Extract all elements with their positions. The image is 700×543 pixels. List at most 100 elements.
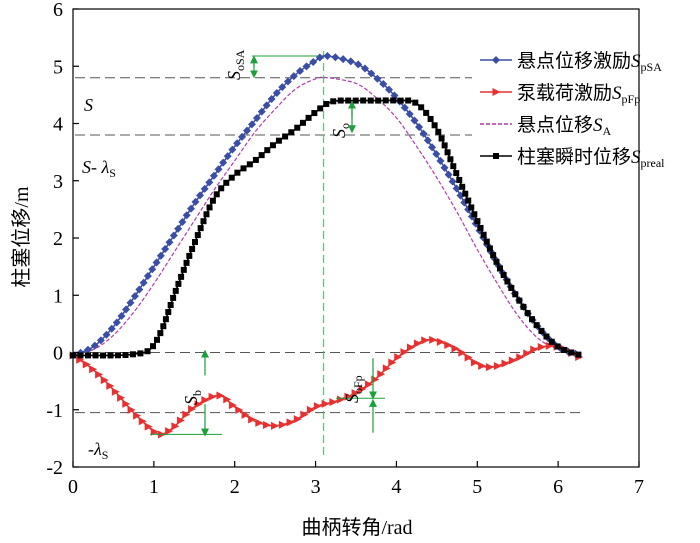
data-point	[122, 399, 131, 408]
data-point	[406, 343, 415, 352]
data-point	[477, 224, 484, 231]
data-point	[361, 64, 370, 73]
data-point	[191, 239, 198, 246]
data-point	[209, 171, 218, 180]
data-point	[242, 126, 251, 135]
data-point	[410, 116, 419, 125]
data-point	[299, 119, 306, 126]
data-point	[405, 110, 414, 119]
data-point	[288, 129, 295, 136]
data-point	[323, 101, 330, 108]
series-2	[72, 76, 581, 356]
y-tick-label: 5	[53, 56, 63, 78]
data-point	[219, 158, 228, 167]
data-point	[275, 137, 282, 144]
data-point	[313, 402, 322, 411]
data-point	[92, 352, 99, 359]
data-point	[89, 365, 98, 374]
data-point	[377, 370, 386, 379]
y-tick-label: 2	[53, 228, 63, 250]
data-point	[336, 395, 345, 404]
data-point	[282, 133, 289, 140]
data-point	[278, 83, 287, 92]
data-point	[423, 109, 430, 116]
label-S-minus-lambda: S- λS	[82, 157, 116, 180]
data-point	[568, 349, 575, 356]
y-tick-label: 4	[53, 114, 63, 136]
data-point	[85, 352, 91, 359]
data-point	[100, 376, 109, 385]
data-point	[196, 191, 205, 200]
legend-swatch-marker	[492, 88, 501, 96]
data-point	[352, 97, 359, 104]
data-point	[156, 251, 165, 260]
data-point	[520, 303, 527, 310]
data-point	[296, 67, 305, 76]
data-point	[462, 190, 469, 197]
data-point	[500, 272, 507, 279]
data-point	[436, 156, 445, 165]
data-point	[180, 266, 187, 273]
data-point	[154, 336, 161, 343]
data-point	[263, 421, 272, 430]
data-point	[272, 88, 281, 97]
y-axis-title: 柱塞位移/m	[10, 186, 33, 288]
data-point	[311, 110, 318, 117]
data-point	[223, 152, 232, 161]
data-point	[561, 346, 568, 353]
data-point	[144, 422, 153, 431]
data-point	[186, 252, 193, 259]
data-point	[172, 287, 179, 294]
data-point	[530, 345, 539, 354]
legend-label: 悬点位移SA	[517, 114, 612, 138]
data-point	[331, 53, 340, 62]
data-point	[143, 271, 152, 280]
data-point	[351, 389, 360, 398]
data-point	[375, 97, 382, 104]
data-point	[216, 391, 225, 400]
legend: 悬点位移激励SpSA 泵载荷激励SpFp 悬点位移SA 柱塞瞬时位移Spreal	[480, 50, 665, 170]
data-point	[459, 183, 466, 190]
data-point	[501, 359, 510, 368]
data-point	[206, 204, 213, 211]
data-point	[365, 380, 374, 389]
data-point	[165, 309, 172, 316]
data-point	[205, 178, 214, 187]
data-point	[444, 170, 453, 179]
data-point	[474, 218, 481, 225]
data-point	[441, 142, 448, 149]
series-0	[69, 51, 582, 360]
data-point	[419, 129, 428, 138]
data-point	[493, 258, 500, 265]
axis-ticks: 0 1 2 3 4 5 6 7 -2 -1 0 1 2 3 4 5 6	[46, 0, 644, 498]
data-point	[413, 339, 422, 348]
series-line	[72, 76, 581, 356]
data-point	[465, 197, 472, 204]
x-tick-label: 3	[311, 476, 321, 498]
data-point	[346, 57, 355, 66]
data-point	[150, 427, 159, 436]
data-point	[504, 278, 511, 285]
data-point	[394, 353, 403, 362]
data-point	[269, 142, 276, 149]
data-point	[523, 349, 532, 358]
data-point	[223, 179, 230, 186]
legend-item-s_psa: 悬点位移激励SpSA	[480, 50, 662, 74]
data-point	[388, 358, 397, 367]
data-point	[127, 405, 136, 414]
data-point	[201, 396, 210, 405]
data-point	[191, 197, 200, 206]
data-point	[257, 107, 266, 116]
data-point	[117, 312, 126, 321]
data-point	[305, 114, 312, 121]
data-point	[345, 97, 352, 104]
data-point	[486, 245, 493, 252]
data-point	[167, 301, 174, 308]
data-point	[90, 341, 99, 350]
data-point	[129, 351, 136, 358]
data-point	[238, 132, 247, 141]
data-point	[447, 156, 454, 163]
data-point	[133, 411, 142, 420]
data-point	[247, 120, 256, 129]
